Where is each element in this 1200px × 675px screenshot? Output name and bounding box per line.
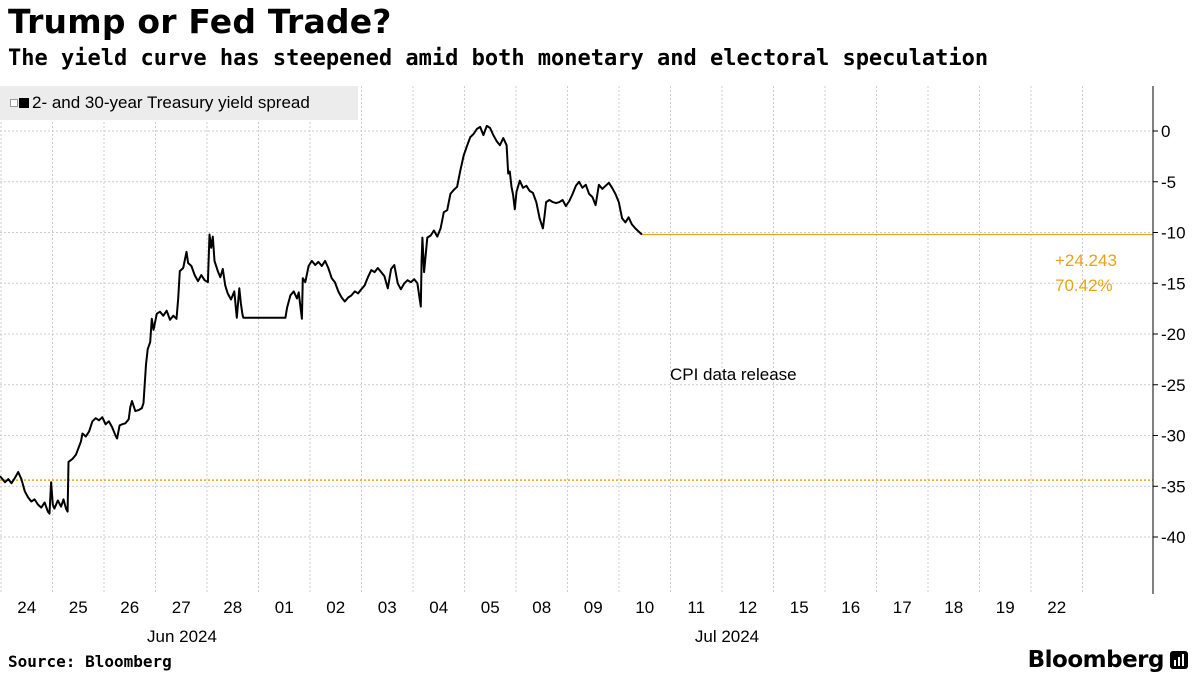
x-tick-label: 02: [326, 598, 345, 617]
x-tick-label: 22: [1047, 598, 1066, 617]
percent-annotation: 70.42%: [1055, 276, 1113, 295]
brand-logo: Bloomberg: [1027, 647, 1165, 673]
x-tick-label: 08: [532, 598, 551, 617]
y-tick-label: -35: [1161, 477, 1186, 496]
x-tick-label: 10: [635, 598, 654, 617]
x-tick-label: 24: [17, 598, 36, 617]
x-tick-label: 17: [893, 598, 912, 617]
x-tick-label: 27: [172, 598, 191, 617]
x-tick-label: 28: [223, 598, 242, 617]
x-tick-label: 12: [738, 598, 757, 617]
bloomberg-terminal-icon: [1170, 651, 1188, 669]
y-axis-ticks: 0 -5 -10 -15 -20 -25 -30 -35 -40: [1153, 122, 1186, 547]
source-note: Source: Bloomberg: [8, 652, 172, 671]
y-tick-label: -15: [1161, 274, 1186, 293]
x-tick-label: 15: [790, 598, 809, 617]
y-tick-label: -10: [1161, 224, 1186, 243]
y-tick-label: -40: [1161, 528, 1186, 547]
change-annotation: +24.243: [1055, 251, 1117, 270]
x-tick-label: 05: [481, 598, 500, 617]
x-tick-label: 18: [944, 598, 963, 617]
legend: 2- and 30-year Treasury yield spread: [0, 86, 358, 120]
x-tick-label: 25: [69, 598, 88, 617]
y-tick-label: -30: [1161, 427, 1186, 446]
gridlines: [0, 86, 1153, 592]
x-tick-label: 01: [275, 598, 294, 617]
x-axis-ticks: 24 25 26 27 28 01 02 03 04 05 08 09 10 11 12 15 16 17 18 19…: [17, 598, 1066, 646]
chart-subtitle: The yield curve has steepened amid both …: [8, 46, 989, 71]
y-tick-label: -20: [1161, 325, 1186, 344]
x-month-label: Jul 2024: [695, 627, 759, 646]
x-tick-label: 26: [120, 598, 139, 617]
series-line: [0, 124, 643, 515]
x-tick-label: 16: [841, 598, 860, 617]
x-tick-label: 04: [429, 598, 448, 617]
event-note: CPI data release: [670, 365, 797, 384]
y-tick-label: -25: [1161, 376, 1186, 395]
legend-key-icon: [10, 98, 29, 108]
y-tick-label: -5: [1161, 173, 1176, 192]
x-tick-label: 09: [584, 598, 603, 617]
chart-title: Trump or Fed Trade?: [8, 2, 392, 41]
x-month-label: Jun 2024: [147, 627, 217, 646]
x-tick-label: 11: [687, 598, 705, 617]
legend-label: 2- and 30-year Treasury yield spread: [32, 93, 310, 112]
x-tick-label: 03: [378, 598, 397, 617]
x-tick-label: 19: [996, 598, 1015, 617]
y-tick-label: 0: [1161, 122, 1170, 141]
